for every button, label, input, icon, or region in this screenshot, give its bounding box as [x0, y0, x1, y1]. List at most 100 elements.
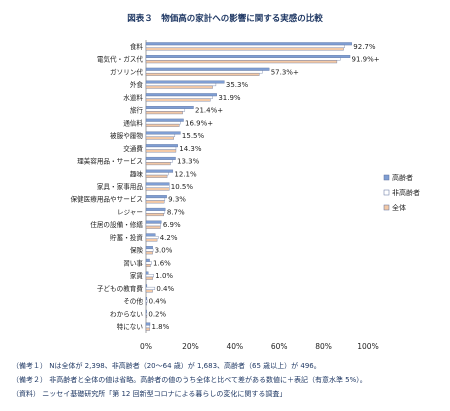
x-tick-label: 20%: [182, 342, 199, 351]
legend-swatch: [383, 204, 390, 211]
category-label: 外食: [130, 80, 144, 89]
data-label: 13.3%: [177, 158, 200, 166]
bar-1: [145, 233, 156, 237]
bar-1: [145, 131, 181, 135]
bar-3: [145, 289, 153, 293]
x-tick-label: 0%: [140, 342, 152, 351]
bar-3: [145, 264, 151, 268]
category-label: 保険: [130, 246, 144, 255]
category-label: ガソリン代: [110, 67, 143, 76]
bar-1: [145, 284, 148, 288]
note-2: （備考２） 非高齢者と全体の値は省略。高齢者の値のうち全体と比べて差がある数値に…: [12, 376, 367, 384]
bar-3: [145, 327, 150, 331]
bar-1: [145, 195, 167, 199]
bar-1: [145, 246, 153, 250]
bar-3: [145, 47, 344, 51]
bar-2: [145, 299, 148, 303]
bar-2: [145, 57, 341, 61]
bar-3: [145, 72, 260, 76]
category-label: 特にない: [117, 322, 144, 331]
bar-3: [145, 60, 338, 64]
bar-2: [145, 235, 159, 239]
data-label: 57.3%+: [271, 68, 299, 76]
bar-2: [145, 248, 154, 252]
bar-2: [145, 121, 181, 125]
note-3: （資料） ニッセイ基礎研究所「第 12 回新型コロナによる暮らしの変化に関する調…: [12, 390, 287, 398]
bar-3: [145, 251, 153, 255]
data-label: 91.9%+: [352, 56, 380, 64]
bar-1: [145, 169, 174, 173]
bar-2: [145, 223, 161, 227]
data-label: 12.1%: [174, 170, 197, 178]
category-label: 食料: [130, 42, 144, 51]
data-label: 0.2%: [148, 310, 166, 318]
bar-2: [145, 197, 166, 201]
bar-1: [145, 271, 149, 275]
data-label: 15.5%: [182, 132, 205, 140]
category-label: 貯蓄・投資: [110, 233, 143, 242]
category-label: その他: [123, 297, 143, 306]
bar-2: [145, 286, 156, 290]
data-label: 8.7%: [167, 208, 185, 216]
data-label: 31.9%: [218, 94, 241, 102]
x-tick-label: 40%: [226, 342, 243, 351]
bar-3: [145, 225, 161, 229]
data-label: 9.3%: [168, 196, 186, 204]
bar-3: [145, 149, 177, 153]
bar-3: [145, 162, 171, 166]
bar-3: [145, 123, 180, 127]
data-label: 0.4%: [156, 285, 174, 293]
category-label: 子どもの教育費: [97, 284, 144, 293]
bar-3: [145, 85, 213, 89]
category-label: 交通費: [123, 144, 143, 153]
bar-3: [145, 315, 148, 318]
bar-1: [145, 258, 150, 262]
bar-1: [145, 156, 176, 160]
bar-3: [145, 276, 153, 280]
bar-3: [145, 111, 183, 115]
bar-1: [145, 220, 162, 224]
legend-label: 全体: [392, 203, 406, 212]
bar-3: [145, 200, 165, 204]
bar-1: [145, 322, 151, 326]
bar-3: [145, 302, 147, 306]
data-label: 14.3%: [179, 145, 202, 153]
bar-2: [145, 108, 186, 112]
bar-2: [145, 210, 166, 214]
bar-2: [145, 325, 150, 329]
legend-label: 高齢者: [392, 173, 413, 182]
bar-2: [145, 172, 169, 176]
bar-1: [145, 182, 170, 186]
category-label: 理美容用品・サービス: [77, 157, 143, 166]
data-label: 92.7%: [353, 43, 376, 51]
category-label: 趣味: [130, 169, 144, 178]
bar-1: [145, 297, 148, 301]
x-tick-label: 80%: [315, 342, 332, 351]
bar-2: [145, 95, 213, 99]
bar-1: [145, 55, 351, 58]
data-label: 1.0%: [155, 272, 173, 280]
legend-swatch: [383, 189, 390, 196]
data-label: 1.8%: [151, 323, 169, 331]
category-label: わからない: [110, 310, 143, 318]
category-label: 被服や履物: [110, 131, 143, 140]
x-tick-label: 60%: [271, 342, 288, 351]
bar-2: [145, 261, 152, 265]
bar-2: [145, 70, 263, 74]
bar-1: [145, 144, 178, 148]
bar-2: [145, 134, 176, 138]
bar-3: [145, 136, 174, 140]
bar-1: [145, 309, 147, 313]
data-label: 16.9%+: [185, 119, 213, 127]
data-label: 10.5%: [171, 183, 194, 191]
bar-2: [145, 274, 154, 278]
data-label: 4.2%: [160, 234, 178, 242]
category-label: 旅行: [130, 106, 144, 115]
legend-swatch: [383, 174, 390, 181]
category-label: 家具・家事用品: [97, 182, 144, 191]
bar-3: [145, 98, 211, 102]
category-label: レジャー: [117, 208, 143, 216]
bar-3: [145, 238, 158, 242]
data-label: 35.3%: [226, 81, 249, 89]
bar-1: [145, 93, 217, 97]
